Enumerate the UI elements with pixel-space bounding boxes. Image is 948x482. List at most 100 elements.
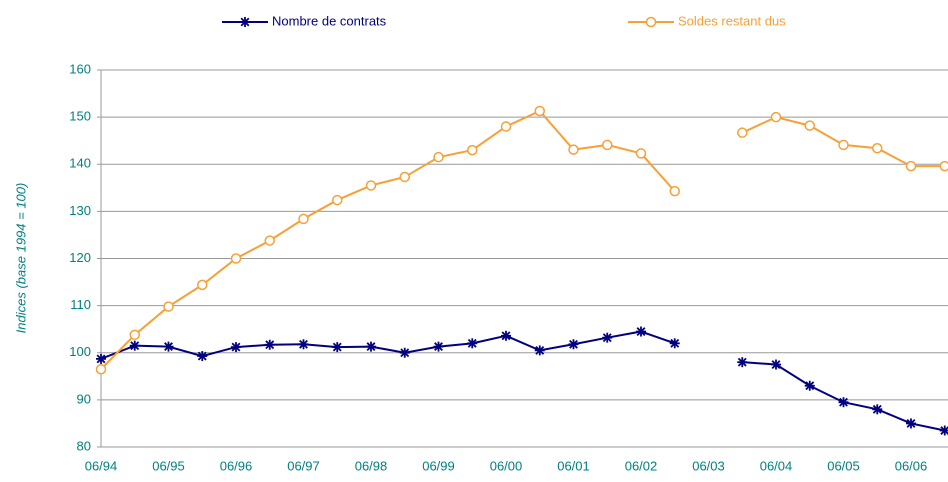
marker — [433, 341, 444, 352]
marker-stroke — [602, 333, 612, 343]
y-axis-label: Indices (base 1994 = 100) — [13, 183, 28, 334]
marker — [534, 345, 545, 356]
series-line — [100, 330, 945, 432]
marker-stroke — [197, 351, 207, 361]
x-tick-label: 06/01 — [557, 458, 590, 473]
marker — [264, 339, 275, 350]
marker — [804, 120, 815, 131]
marker — [906, 418, 916, 429]
marker — [197, 351, 208, 362]
legend-label: Soldes restant dus — [678, 13, 786, 28]
x-tick-label: 06/02 — [625, 458, 658, 473]
marker — [129, 329, 140, 341]
y-tick-label: 120 — [69, 250, 91, 265]
marker-stroke — [872, 404, 882, 414]
x-tick-label: 06/06 — [895, 458, 928, 473]
marker — [501, 330, 511, 341]
x-tick-label: 06/95 — [152, 458, 185, 473]
x-tick-label: 06/96 — [220, 458, 253, 473]
marker-stroke — [501, 331, 511, 341]
marker — [332, 342, 343, 353]
marker-stroke — [299, 339, 308, 349]
marker — [264, 235, 275, 246]
marker — [534, 105, 545, 117]
marker — [399, 347, 410, 358]
x-tick-label: 06/94 — [85, 458, 118, 473]
marker — [770, 111, 782, 123]
marker-stroke — [366, 342, 376, 352]
marker — [197, 279, 208, 291]
marker-stroke — [467, 338, 477, 348]
y-tick-label: 100 — [69, 344, 91, 359]
series-line — [100, 109, 945, 370]
marker — [636, 326, 646, 337]
marker — [467, 144, 478, 156]
marker-stroke — [96, 354, 106, 364]
y-tick-label: 90 — [77, 391, 91, 406]
y-tick-label: 160 — [69, 61, 91, 76]
marker-stroke — [332, 342, 342, 352]
marker — [467, 338, 478, 349]
legend-marker — [240, 17, 250, 27]
y-tick-label: 140 — [69, 156, 91, 171]
marker-stroke — [164, 342, 173, 352]
marker-stroke — [636, 327, 646, 336]
marker — [872, 404, 883, 415]
marker — [838, 397, 849, 408]
marker — [804, 380, 815, 391]
marker — [669, 338, 680, 349]
marker — [737, 127, 748, 138]
marker-stroke — [771, 360, 781, 369]
marker-stroke — [737, 357, 747, 367]
marker-stroke — [535, 345, 545, 355]
marker-stroke — [231, 342, 241, 352]
marker — [669, 185, 680, 197]
x-tick-label: 06/00 — [490, 458, 523, 473]
marker — [366, 341, 376, 352]
y-tick-label: 80 — [77, 438, 91, 453]
marker-stroke — [839, 397, 848, 407]
marker-stroke — [130, 341, 140, 351]
marker-stroke — [805, 381, 815, 391]
marker-stroke — [940, 426, 948, 435]
x-tick-label: 06/98 — [355, 458, 388, 473]
marker — [163, 341, 174, 352]
y-tick-label: 110 — [70, 297, 91, 312]
marker-stroke — [240, 17, 250, 27]
marker — [96, 353, 106, 364]
marker — [939, 160, 948, 172]
marker — [399, 171, 410, 183]
marker — [298, 339, 309, 350]
marker — [905, 160, 917, 172]
marker — [568, 339, 579, 350]
marker — [298, 213, 309, 225]
x-tick-label: 06/97 — [287, 458, 320, 473]
marker — [602, 332, 613, 343]
y-tick-label: 150 — [69, 109, 91, 124]
legend-label: Nombre de contrats — [272, 13, 387, 28]
marker — [433, 151, 444, 163]
marker-stroke — [670, 338, 680, 348]
marker — [95, 363, 107, 375]
marker — [838, 139, 849, 151]
marker-stroke — [569, 339, 578, 349]
marker — [602, 139, 613, 151]
legend-marker — [645, 16, 657, 28]
marker — [163, 301, 174, 312]
marker — [568, 144, 579, 155]
x-tick-label: 06/04 — [760, 458, 793, 473]
marker-stroke — [265, 340, 275, 350]
marker — [230, 253, 242, 264]
marker — [939, 425, 948, 436]
x-tick-label: 06/03 — [692, 458, 725, 473]
marker — [771, 359, 781, 370]
marker — [365, 180, 377, 191]
marker-stroke — [434, 342, 443, 352]
marker — [231, 342, 241, 353]
marker — [500, 121, 512, 132]
marker — [332, 194, 343, 206]
y-tick-label: 130 — [69, 203, 91, 218]
marker — [737, 357, 748, 368]
